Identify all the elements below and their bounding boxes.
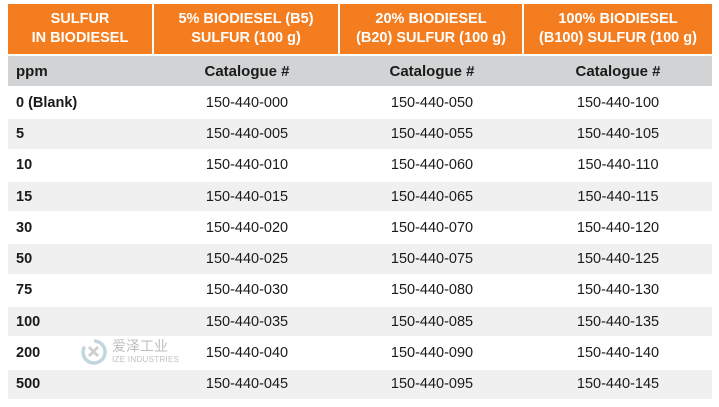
header-b100: 100% BIODIESEL (B100) SULFUR (100 g) (524, 4, 712, 54)
b20-catalogue-number: 150-440-050 (340, 86, 524, 118)
b20-catalogue-number: 150-440-075 (340, 242, 524, 274)
b100-catalogue-number: 150-440-140 (524, 336, 712, 368)
header-line: 100% BIODIESEL (558, 11, 678, 27)
b20-catalogue-number: 150-440-095 (340, 367, 524, 399)
ize-logo-icon (81, 339, 107, 365)
watermark-cn: 爱泽工业 (112, 338, 168, 355)
b100-catalogue-number: 150-440-110 (524, 148, 712, 180)
ppm-value: 75 (8, 273, 154, 306)
b100-catalogue-number: 150-440-130 (524, 273, 712, 306)
b100-catalogue-number: 150-440-100 (524, 86, 712, 118)
ppm-value: 0 (Blank) (8, 86, 154, 118)
b5-catalogue-number: 150-440-030 (154, 273, 340, 306)
header-line: (B20) SULFUR (100 g) (356, 30, 506, 46)
table-row: 15 150-440-015 150-440-065 150-440-115 (8, 179, 712, 212)
b100-catalogue-number: 150-440-105 (524, 117, 712, 149)
b20-catalogue-number: 150-440-060 (340, 148, 524, 180)
header-b5: 5% BIODIESEL (B5) SULFUR (100 g) (154, 4, 340, 54)
table-row: 5 150-440-005 150-440-055 150-440-105 (8, 117, 712, 149)
b100-catalogue-number: 150-440-125 (524, 242, 712, 274)
table-row: 0 (Blank) 150-440-000 150-440-050 150-440-1… (8, 86, 712, 118)
ppm-value: 15 (8, 179, 154, 212)
sulfur-catalogue-table: SULFUR IN BIODIESEL 5% BIODIESEL (B5) SU… (8, 4, 712, 399)
b20-catalogue-number: 150-440-080 (340, 273, 524, 306)
ppm-value: 5 (8, 117, 154, 149)
table-row: 200 150-440-040 150-440-090 150-440-140 (8, 336, 712, 368)
b5-catalogue-number: 150-440-025 (154, 242, 340, 274)
table-row: 75 150-440-030 150-440-080 150-440-130 (8, 273, 712, 306)
catalogue-label: Catalogue # (524, 54, 712, 86)
b20-catalogue-number: 150-440-070 (340, 211, 524, 243)
ppm-value: 100 (8, 305, 154, 337)
table-row: 50 150-440-025 150-440-075 150-440-125 (8, 242, 712, 274)
b20-catalogue-number: 150-440-090 (340, 336, 524, 368)
b20-catalogue-number: 150-440-055 (340, 117, 524, 149)
table-row: 500 150-440-045 150-440-095 150-440-145 (8, 367, 712, 399)
header-b20: 20% BIODIESEL (B20) SULFUR (100 g) (340, 4, 524, 54)
b20-catalogue-number: 150-440-065 (340, 179, 524, 212)
header-row: SULFUR IN BIODIESEL 5% BIODIESEL (B5) SU… (8, 4, 712, 54)
watermark-en: IZE INDUSTRIES (112, 354, 180, 364)
ppm-value: 30 (8, 211, 154, 243)
b5-catalogue-number: 150-440-000 (154, 86, 340, 118)
catalogue-label: Catalogue # (340, 54, 524, 86)
b100-catalogue-number: 150-440-115 (524, 179, 712, 212)
header-sulfur-in-biodiesel: SULFUR IN BIODIESEL (8, 4, 154, 54)
b5-catalogue-number: 150-440-035 (154, 305, 340, 337)
header-line: 5% BIODIESEL (B5) (178, 11, 314, 27)
subheader-row: ppm Catalogue # Catalogue # Catalogue # (8, 54, 712, 86)
b5-catalogue-number: 150-440-010 (154, 148, 340, 180)
unit-label: ppm (8, 54, 154, 86)
watermark: 爱泽工业 IZE INDUSTRIES (80, 338, 179, 366)
table-row: 100 150-440-035 150-440-085 150-440-135 (8, 305, 712, 337)
b100-catalogue-number: 150-440-120 (524, 211, 712, 243)
table-row: 10 150-440-010 150-440-060 150-440-110 (8, 148, 712, 180)
table-row: 30 150-440-020 150-440-070 150-440-120 (8, 211, 712, 243)
header-line: SULFUR (50, 11, 110, 27)
b5-catalogue-number: 150-440-015 (154, 179, 340, 212)
header-line: IN BIODIESEL (31, 30, 129, 46)
ppm-value: 10 (8, 148, 154, 180)
b5-catalogue-number: 150-440-040 (154, 336, 340, 368)
b5-catalogue-number: 150-440-045 (154, 367, 340, 399)
header-line: 20% BIODIESEL (375, 11, 487, 27)
ppm-value: 50 (8, 242, 154, 274)
ppm-value: 500 (8, 367, 154, 399)
b5-catalogue-number: 150-440-020 (154, 211, 340, 243)
b5-catalogue-number: 150-440-005 (154, 117, 340, 149)
header-line: SULFUR (100 g) (191, 30, 301, 46)
b100-catalogue-number: 150-440-145 (524, 367, 712, 399)
b20-catalogue-number: 150-440-085 (340, 305, 524, 337)
header-line: (B100) SULFUR (100 g) (539, 30, 697, 46)
ppm-value: 200 (8, 336, 154, 368)
catalogue-label: Catalogue # (154, 54, 340, 86)
b100-catalogue-number: 150-440-135 (524, 305, 712, 337)
